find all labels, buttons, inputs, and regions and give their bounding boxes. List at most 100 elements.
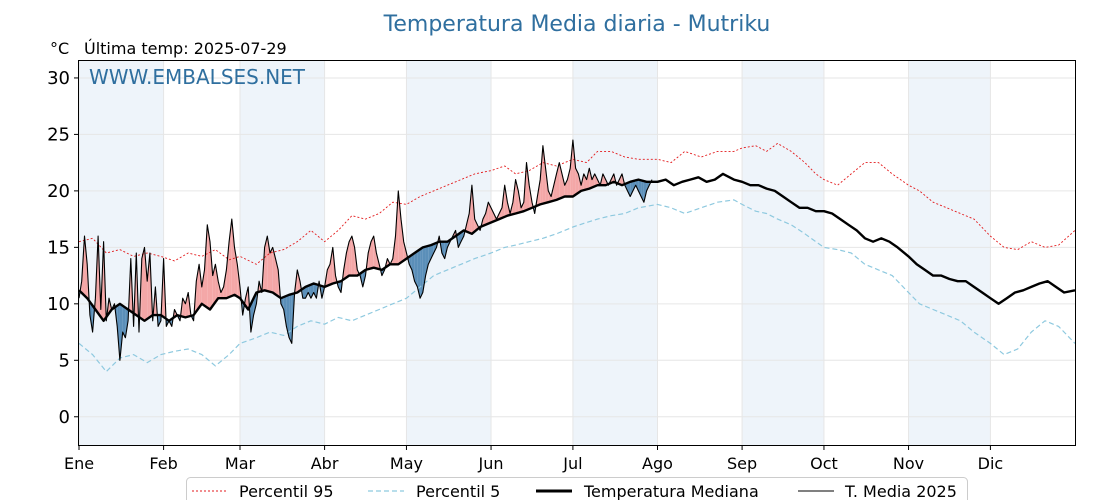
below-median-fill <box>280 297 284 310</box>
temp-2025-line <box>78 139 653 361</box>
above-median-fill <box>572 140 576 197</box>
below-median-fill <box>627 181 631 197</box>
legend: Percentil 95 Percentil 5 Temperatura Med… <box>186 477 968 500</box>
above-median-fill <box>398 190 401 265</box>
above-median-fill <box>147 253 150 319</box>
below-median-fill <box>250 298 254 333</box>
below-median-fill <box>420 247 423 299</box>
y-tick-label: 20 <box>47 181 70 202</box>
anomaly-fills <box>79 140 653 361</box>
chart-title: Temperatura Media diaria - Mutriku <box>383 12 771 37</box>
month-bands <box>79 61 991 445</box>
below-median-fill <box>635 179 639 191</box>
above-median-fill <box>201 269 205 306</box>
below-median-fill <box>630 181 633 197</box>
above-median-fill <box>575 168 579 195</box>
above-median-fill <box>504 185 508 217</box>
y-tick-label: 30 <box>47 68 70 89</box>
below-median-fill <box>338 281 341 293</box>
above-median-fill <box>570 140 573 197</box>
x-tick-label: Feb <box>149 454 177 473</box>
above-median-fill <box>594 173 598 187</box>
above-median-fill <box>196 264 200 312</box>
above-median-fill <box>553 173 557 201</box>
legend-label-2025: T. Media 2025 <box>844 482 957 500</box>
above-median-fill <box>583 173 587 191</box>
x-tick-label: Dic <box>978 454 1004 473</box>
month-band <box>79 61 164 445</box>
above-median-fill <box>567 168 571 197</box>
above-median-fill <box>485 202 489 225</box>
x-tick-label: Mar <box>225 454 256 473</box>
below-median-fill <box>289 294 292 344</box>
below-median-fill <box>158 315 161 327</box>
y-axis: 0 5 10 15 20 25 30 <box>47 68 79 428</box>
below-median-fill <box>431 243 434 259</box>
x-axis: Ene Feb Mar Abr May Jun Jul Ago Sep Oct Nov Dic <box>64 445 1003 473</box>
x-tick-label: Nov <box>893 454 924 473</box>
y-tick-label: 15 <box>47 237 70 258</box>
above-median-fill <box>141 247 145 321</box>
above-median-fill <box>400 219 404 263</box>
y-tick-label: 0 <box>59 407 70 428</box>
above-median-fill <box>373 236 377 269</box>
above-median-fill <box>272 247 276 295</box>
x-tick-label: Ago <box>642 454 673 473</box>
above-median-fill <box>548 190 552 203</box>
x-tick-label: Ene <box>64 454 94 473</box>
below-median-fill <box>638 179 642 197</box>
above-median-fill <box>564 179 568 197</box>
above-median-fill <box>370 236 374 269</box>
plot-frame <box>78 60 1076 446</box>
above-median-fill <box>542 145 546 204</box>
above-median-fill <box>204 224 208 308</box>
above-median-fill <box>297 269 301 293</box>
month-band <box>742 61 824 445</box>
month-band <box>908 61 991 445</box>
below-median-fill <box>119 303 123 361</box>
above-median-fill <box>199 264 202 308</box>
above-median-fill <box>270 247 273 293</box>
watermark: WWW.EMBALSES.NET <box>89 65 306 89</box>
below-median-fill <box>458 232 462 248</box>
unit-label: °C <box>50 39 69 58</box>
above-median-fill <box>515 179 519 214</box>
above-median-fill <box>226 241 230 299</box>
below-median-fill <box>425 245 429 276</box>
below-median-fill <box>89 301 93 333</box>
x-tick-label: Jul <box>562 454 582 473</box>
below-median-fill <box>308 284 311 299</box>
below-median-fill <box>122 305 126 338</box>
above-median-fill <box>84 236 88 299</box>
above-median-fill <box>526 162 530 211</box>
above-median-fill <box>330 247 333 285</box>
series-lines <box>78 139 1076 373</box>
above-median-fill <box>207 224 210 310</box>
legend-label-p5: Percentil 5 <box>416 482 500 500</box>
below-median-fill <box>305 285 309 299</box>
legend-label-p95: Percentil 95 <box>239 482 334 500</box>
above-median-fill <box>220 286 224 299</box>
above-median-fill <box>619 173 623 186</box>
above-median-fill <box>368 241 371 270</box>
month-band <box>572 61 658 445</box>
above-median-fill <box>602 173 606 186</box>
above-median-fill <box>561 173 565 198</box>
below-median-fill <box>414 251 418 287</box>
x-tick-label: Sep <box>727 454 757 473</box>
x-tick-label: May <box>390 454 423 473</box>
below-median-fill <box>411 253 415 282</box>
above-median-fill <box>499 207 502 220</box>
above-median-fill <box>234 247 238 297</box>
x-tick-label: Abr <box>311 454 339 473</box>
month-band <box>239 61 325 445</box>
below-median-fill <box>417 249 421 299</box>
y-tick-label: 25 <box>47 124 70 145</box>
above-median-fill <box>349 236 352 276</box>
x-tick-label: Oct <box>810 454 838 473</box>
below-median-fill <box>310 283 314 299</box>
above-median-fill <box>185 292 189 318</box>
y-tick-label: 5 <box>59 350 70 371</box>
legend-box <box>186 477 968 500</box>
